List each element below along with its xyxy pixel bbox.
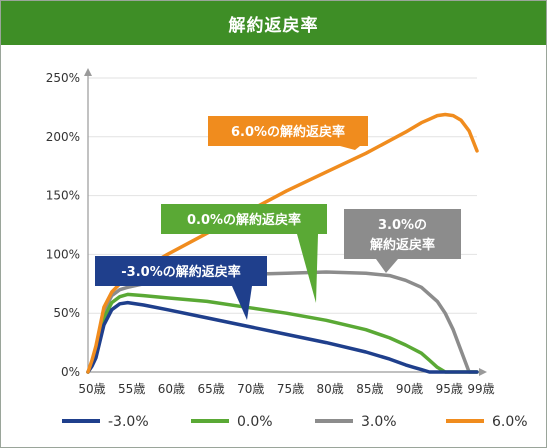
y-tick-label: 250% [46,71,80,85]
legend-label: -3.0% [108,414,149,430]
legend-label: 3.0% [361,414,397,430]
legend-item: 3.0% [315,414,397,430]
y-tick-label: 0% [61,365,80,379]
series-callout: 3.0%の解約返戻率 [344,209,461,273]
callout-label: 0.0%の解約返戻率 [187,212,301,228]
x-tick-label: 55歳 [118,382,145,396]
callout-label: 3.0%の [378,218,427,233]
callout-label: 解約返戻率 [369,237,435,253]
legend: -3.0% 0.0% 3.0% 6.0% [62,414,528,430]
callout-pointer [376,259,398,273]
series-lines [86,112,479,374]
series-line [86,292,479,374]
x-tick-label: 50歳 [78,382,105,396]
series-line [86,112,479,374]
legend-label: 6.0% [492,414,528,430]
x-tick-label: 75歳 [277,382,304,396]
callout-pointer [340,146,360,150]
series-callout: -3.0%の解約返戻率 [95,256,267,320]
series-line [86,300,479,374]
series-line [86,270,479,374]
callout-label: 6.0%の解約返戻率 [231,124,345,140]
y-tick-label: 100% [46,247,80,261]
y-tick-label: 200% [46,130,80,144]
callout-label: -3.0%の解約返戻率 [121,264,240,280]
x-tick-label: 70歳 [237,382,264,396]
legend-item: 6.0% [446,414,528,430]
chart-title: 解約返戻率 [1,1,546,45]
y-axis-arrow [84,68,92,76]
callout-box [161,204,327,234]
callout-box [344,209,461,259]
callout-box [208,116,368,146]
legend-item: 0.0% [191,414,273,430]
series-callout: 6.0%の解約返戻率 [208,116,368,150]
legend-item: -3.0% [62,414,149,430]
callout-box [95,256,267,286]
x-tick-label: 80歳 [317,382,344,396]
x-tick-label: 95歳 [436,382,463,396]
axes: 0% 50% 100% 150% 200% 250% 50歳 55歳 60歳 65歳 70歳 75歳 8… [46,68,495,396]
series-callout: 0.0%の解約返戻率 [161,204,327,303]
y-tick-label: 150% [46,189,80,203]
x-tick-label: 99歳 [467,382,494,396]
x-tick-label: 85歳 [356,382,383,396]
x-tick-label: 65歳 [197,382,224,396]
x-tick-label: 90歳 [396,382,423,396]
x-tick-label: 60歳 [158,382,185,396]
callout-pointer [232,286,252,320]
series-callouts: 6.0%の解約返戻率 0.0%の解約返戻率 3.0%の解約返戻率 -3.0%の解約返戻… [95,116,461,320]
callout-pointer [297,234,318,303]
legend-label: 0.0% [237,414,273,430]
y-tick-label: 50% [53,306,80,320]
x-axis-arrow [479,368,487,376]
